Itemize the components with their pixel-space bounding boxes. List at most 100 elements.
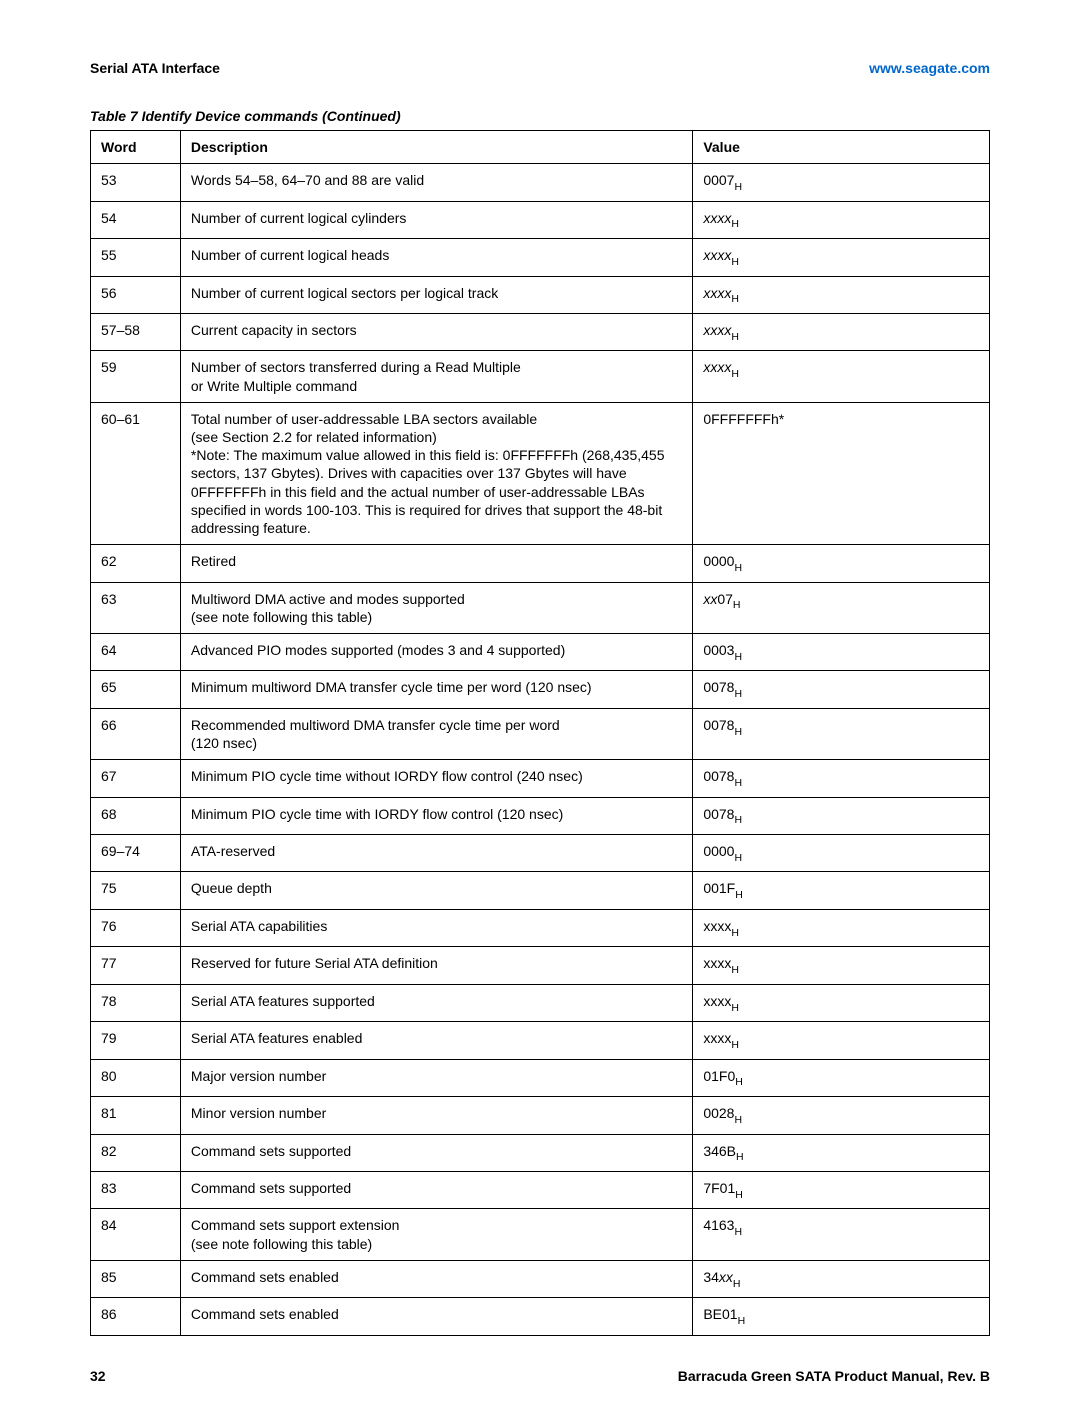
table-row: 53Words 54–58, 64–70 and 88 are valid000… — [91, 164, 990, 201]
value-subscript: H — [734, 1226, 742, 1238]
cell-word: 65 — [91, 671, 181, 708]
cell-value: xxxxH — [693, 313, 990, 350]
cell-value: xxxxH — [693, 1022, 990, 1059]
cell-word: 77 — [91, 947, 181, 984]
value-subscript: H — [734, 852, 742, 864]
value-prefix-italic: xxxx — [703, 285, 731, 301]
value-subscript: H — [734, 726, 742, 738]
cell-description: Command sets enabled — [180, 1298, 692, 1335]
description-text: Minimum multiword DMA transfer cycle tim… — [191, 678, 682, 696]
cell-description: Major version number — [180, 1059, 692, 1096]
description-text: Command sets supported — [191, 1179, 682, 1197]
value-subscript: H — [731, 256, 739, 268]
value-prefix-italic2: xx — [719, 1269, 733, 1285]
table-row: 78Serial ATA features supportedxxxxH — [91, 984, 990, 1021]
description-text: Words 54–58, 64–70 and 88 are valid — [191, 171, 682, 189]
cell-value: 0000H — [693, 545, 990, 582]
cell-word: 86 — [91, 1298, 181, 1335]
table-row: 80Major version number01F0H — [91, 1059, 990, 1096]
cell-description: Number of current logical sectors per lo… — [180, 276, 692, 313]
cell-description: Command sets enabled — [180, 1260, 692, 1297]
cell-description: Minimum PIO cycle time without IORDY flo… — [180, 760, 692, 797]
cell-word: 66 — [91, 708, 181, 759]
cell-description: Reserved for future Serial ATA definitio… — [180, 947, 692, 984]
value-prefix: 0028 — [703, 1105, 734, 1121]
description-text: or Write Multiple command — [191, 377, 682, 395]
cell-value: 0003H — [693, 633, 990, 670]
table-row: 79Serial ATA features enabledxxxxH — [91, 1022, 990, 1059]
cell-description: Multiword DMA active and modes supported… — [180, 582, 692, 633]
value-subscript: H — [734, 651, 742, 663]
value-subscript: H — [733, 1278, 741, 1290]
description-text: Reserved for future Serial ATA definitio… — [191, 954, 682, 972]
table-row: 68Minimum PIO cycle time with IORDY flow… — [91, 797, 990, 834]
table-row: 69–74ATA-reserved0000H — [91, 835, 990, 872]
value-prefix: 0000 — [703, 553, 734, 569]
value-prefix: 0078 — [703, 768, 734, 784]
value-prefix-italic: xxxx — [703, 359, 731, 375]
cell-value: 0078H — [693, 797, 990, 834]
cell-value: 34xxH — [693, 1260, 990, 1297]
description-text: Command sets supported — [191, 1142, 682, 1160]
value-prefix: 0007 — [703, 172, 734, 188]
cell-word: 79 — [91, 1022, 181, 1059]
description-text: Major version number — [191, 1067, 682, 1085]
description-text: Command sets enabled — [191, 1268, 682, 1286]
cell-value: 0FFFFFFFh* — [693, 402, 990, 544]
cell-description: Command sets support extension(see note … — [180, 1209, 692, 1260]
page-header: Serial ATA Interface www.seagate.com — [90, 60, 990, 76]
value-subscript: H — [731, 293, 739, 305]
description-text: Command sets support extension — [191, 1216, 682, 1234]
table-row: 85Command sets enabled34xxH — [91, 1260, 990, 1297]
cell-value: xxxxH — [693, 351, 990, 402]
description-text: (see note following this table) — [191, 1235, 682, 1253]
table-row: 62Retired0000H — [91, 545, 990, 582]
cell-word: 78 — [91, 984, 181, 1021]
description-text: (see Section 2.2 for related information… — [191, 428, 682, 446]
cell-value: xxxxH — [693, 201, 990, 238]
table-row: 75Queue depth001FH — [91, 872, 990, 909]
description-text: Minimum PIO cycle time with IORDY flow c… — [191, 805, 682, 823]
header-right-link[interactable]: www.seagate.com — [869, 60, 990, 76]
cell-description: Current capacity in sectors — [180, 313, 692, 350]
cell-value: 0000H — [693, 835, 990, 872]
value-prefix: xxxx — [703, 993, 731, 1009]
value-prefix: 346B — [703, 1143, 736, 1159]
value-subscript: H — [735, 1189, 743, 1201]
cell-word: 64 — [91, 633, 181, 670]
cell-word: 82 — [91, 1134, 181, 1171]
table-row: 64 Advanced PIO modes supported (modes 3 … — [91, 633, 990, 670]
cell-description: Retired — [180, 545, 692, 582]
cell-value: 346BH — [693, 1134, 990, 1171]
description-text: Advanced PIO modes supported (modes 3 an… — [191, 641, 682, 659]
cell-description: Number of current logical heads — [180, 239, 692, 276]
table-row: 60–61Total number of user-addressable LB… — [91, 402, 990, 544]
description-text: Number of current logical sectors per lo… — [191, 284, 682, 302]
table-row: 57–58Current capacity in sectorsxxxxH — [91, 313, 990, 350]
table-row: 66 Recommended multiword DMA transfer cyc… — [91, 708, 990, 759]
cell-value: 0007H — [693, 164, 990, 201]
cell-description: Queue depth — [180, 872, 692, 909]
value-subscript: H — [735, 889, 743, 901]
cell-word: 67 — [91, 760, 181, 797]
cell-description: Serial ATA features enabled — [180, 1022, 692, 1059]
manual-title: Barracuda Green SATA Product Manual, Rev… — [678, 1368, 990, 1384]
value-subscript: H — [734, 777, 742, 789]
cell-description: Serial ATA capabilities — [180, 909, 692, 946]
cell-description: Recommended multiword DMA transfer cycle… — [180, 708, 692, 759]
table-row: 86Command sets enabledBE01H — [91, 1298, 990, 1335]
value-prefix: xxxx — [703, 918, 731, 934]
value-subscript: H — [734, 688, 742, 700]
value-prefix: 0078 — [703, 679, 734, 695]
cell-description: Number of sectors transferred during a R… — [180, 351, 692, 402]
table-caption: Table 7 Identify Device commands (Contin… — [90, 108, 990, 124]
description-text: (120 nsec) — [191, 734, 682, 752]
description-text: Minimum PIO cycle time without IORDY flo… — [191, 767, 682, 785]
cell-value: xxxxH — [693, 984, 990, 1021]
cell-word: 81 — [91, 1097, 181, 1134]
value-prefix: 01F0 — [703, 1068, 735, 1084]
cell-value: xxxxH — [693, 909, 990, 946]
cell-description: Command sets supported — [180, 1134, 692, 1171]
table-row: 77 Reserved for future Serial ATA definit… — [91, 947, 990, 984]
description-text: Recommended multiword DMA transfer cycle… — [191, 716, 682, 734]
